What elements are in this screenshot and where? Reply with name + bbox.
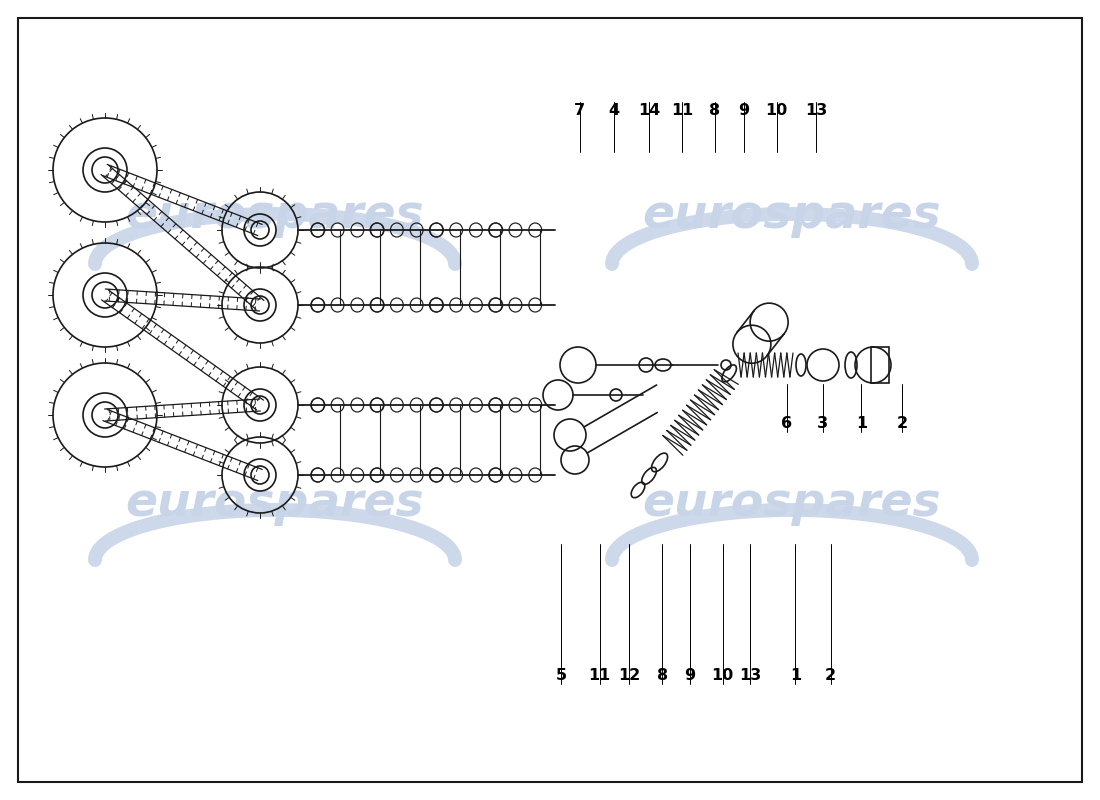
Text: 11: 11 bbox=[588, 669, 610, 683]
Text: 5: 5 bbox=[556, 669, 566, 683]
Text: 13: 13 bbox=[805, 103, 827, 118]
Text: 3: 3 bbox=[817, 417, 828, 431]
Text: 8: 8 bbox=[710, 103, 720, 118]
Text: 2: 2 bbox=[896, 417, 907, 431]
Text: eurospares: eurospares bbox=[125, 194, 425, 238]
Text: 9: 9 bbox=[684, 669, 695, 683]
Text: 12: 12 bbox=[618, 669, 640, 683]
Text: 6: 6 bbox=[781, 417, 792, 431]
Text: 7: 7 bbox=[574, 103, 585, 118]
Text: 4: 4 bbox=[608, 103, 619, 118]
Text: 10: 10 bbox=[766, 103, 788, 118]
Text: eurospares: eurospares bbox=[642, 482, 942, 526]
Text: 1: 1 bbox=[790, 669, 801, 683]
Text: 13: 13 bbox=[739, 669, 761, 683]
Text: 1: 1 bbox=[856, 417, 867, 431]
Bar bbox=[871, 347, 889, 383]
Text: 2: 2 bbox=[825, 669, 836, 683]
Text: eurospares: eurospares bbox=[125, 482, 425, 526]
Text: 11: 11 bbox=[671, 103, 693, 118]
Text: eurospares: eurospares bbox=[642, 194, 942, 238]
Text: 10: 10 bbox=[712, 669, 734, 683]
Text: 14: 14 bbox=[638, 103, 660, 118]
Text: 8: 8 bbox=[657, 669, 668, 683]
Text: 9: 9 bbox=[738, 103, 749, 118]
